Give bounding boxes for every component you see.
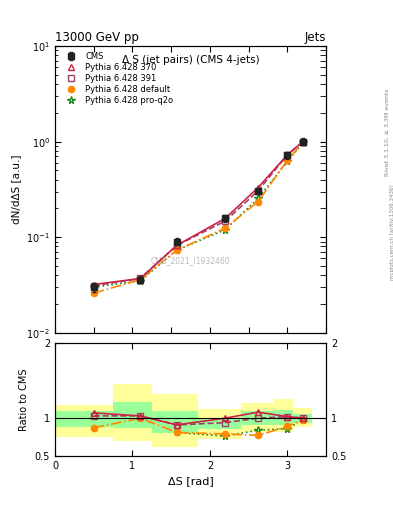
- Pythia 6.428 default: [92, 290, 96, 296]
- Bar: [113, 401, 152, 428]
- Legend: CMS, Pythia 6.428 370, Pythia 6.428 391, Pythia 6.428 default, Pythia 6.428 pro-: CMS, Pythia 6.428 370, Pythia 6.428 391,…: [59, 50, 175, 107]
- Bar: [55, 404, 113, 437]
- Bar: [274, 399, 293, 432]
- Pythia 6.428 pro-q2o: [223, 227, 228, 233]
- Pythia 6.428 pro-q2o: [138, 278, 143, 284]
- Line: Pythia 6.428 default: Pythia 6.428 default: [91, 139, 306, 296]
- Pythia 6.428 391: [256, 188, 261, 194]
- Bar: [293, 408, 312, 427]
- Pythia 6.428 370: [174, 242, 179, 248]
- Pythia 6.428 391: [138, 275, 143, 282]
- Pythia 6.428 391: [92, 283, 96, 289]
- Pythia 6.428 pro-q2o: [256, 195, 261, 201]
- Bar: [198, 409, 241, 439]
- Bar: [152, 411, 198, 433]
- Pythia 6.428 391: [301, 139, 305, 145]
- Line: Pythia 6.428 391: Pythia 6.428 391: [91, 139, 306, 289]
- Pythia 6.428 370: [256, 185, 261, 191]
- Bar: [274, 410, 293, 425]
- Pythia 6.428 370: [92, 282, 96, 288]
- Pythia 6.428 pro-q2o: [301, 139, 305, 145]
- Pythia 6.428 370: [138, 275, 143, 282]
- Y-axis label: dN/dΔS [a.u.]: dN/dΔS [a.u.]: [11, 155, 21, 224]
- Pythia 6.428 default: [138, 276, 143, 283]
- Pythia 6.428 391: [285, 152, 290, 158]
- Pythia 6.428 pro-q2o: [92, 284, 96, 290]
- Pythia 6.428 pro-q2o: [285, 158, 290, 164]
- Text: 13000 GeV pp: 13000 GeV pp: [55, 31, 139, 44]
- Bar: [55, 411, 113, 427]
- Pythia 6.428 391: [174, 242, 179, 248]
- Text: Jets: Jets: [305, 31, 326, 44]
- Pythia 6.428 default: [223, 225, 228, 231]
- Pythia 6.428 370: [285, 152, 290, 158]
- Pythia 6.428 370: [301, 139, 305, 145]
- Pythia 6.428 391: [223, 218, 228, 224]
- Bar: [152, 394, 198, 446]
- Bar: [113, 385, 152, 441]
- Pythia 6.428 pro-q2o: [174, 247, 179, 253]
- Pythia 6.428 default: [301, 139, 305, 145]
- Text: CMS_2021_I1932460: CMS_2021_I1932460: [151, 257, 230, 266]
- Line: Pythia 6.428 pro-q2o: Pythia 6.428 pro-q2o: [90, 139, 307, 291]
- Bar: [241, 403, 274, 432]
- Y-axis label: Ratio to CMS: Ratio to CMS: [19, 368, 29, 431]
- Pythia 6.428 370: [223, 215, 228, 221]
- Text: Δ S (jet pairs) (CMS 4-jets): Δ S (jet pairs) (CMS 4-jets): [122, 55, 259, 65]
- Bar: [241, 411, 274, 425]
- Bar: [293, 414, 312, 422]
- Text: mcplots.cern.ch [arXiv:1306.3436]: mcplots.cern.ch [arXiv:1306.3436]: [390, 185, 393, 280]
- Bar: [198, 418, 241, 429]
- X-axis label: ΔS [rad]: ΔS [rad]: [168, 476, 213, 486]
- Pythia 6.428 default: [256, 199, 261, 205]
- Line: Pythia 6.428 370: Pythia 6.428 370: [91, 139, 306, 288]
- Text: Rivet 3.1.10, ≥ 3.3M events: Rivet 3.1.10, ≥ 3.3M events: [385, 88, 389, 176]
- Pythia 6.428 default: [174, 247, 179, 253]
- Pythia 6.428 default: [285, 157, 290, 163]
